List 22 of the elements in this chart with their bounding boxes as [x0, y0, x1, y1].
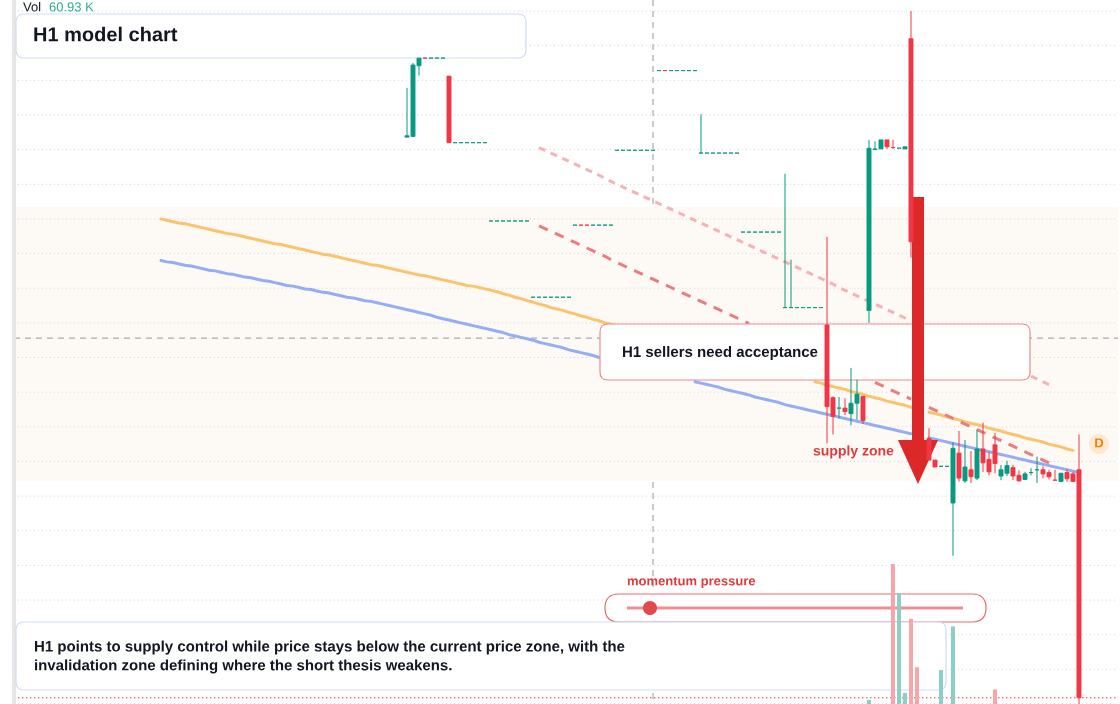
- bar: [914, 667, 920, 704]
- candlestick: [968, 450, 974, 484]
- bar: [866, 699, 872, 704]
- bar: [938, 670, 944, 704]
- bar: [902, 692, 908, 704]
- bar: [992, 689, 998, 704]
- candlestick: [962, 439, 968, 484]
- candlestick: [836, 396, 842, 419]
- bar: [950, 626, 956, 704]
- candlestick: [698, 113, 704, 154]
- annotation: 60.93 K: [49, 2, 94, 12]
- annotation: momentum pressure: [627, 576, 756, 589]
- annotation: H1 points to supply control while price stays below the current price zone, with the invalidation zone defining where the short thesis weakens.: [35, 640, 625, 674]
- annotation: D: [1095, 438, 1104, 448]
- bar: [890, 564, 896, 704]
- band-label: supply zone: [813, 445, 894, 459]
- text: H1 model chart: [34, 26, 178, 42]
- annotation: Vol: [23, 1, 41, 12]
- bar: [896, 593, 902, 704]
- bar: [908, 618, 914, 704]
- candlestick: [842, 397, 848, 416]
- annotation: H1 sellers need acceptance: [623, 346, 818, 360]
